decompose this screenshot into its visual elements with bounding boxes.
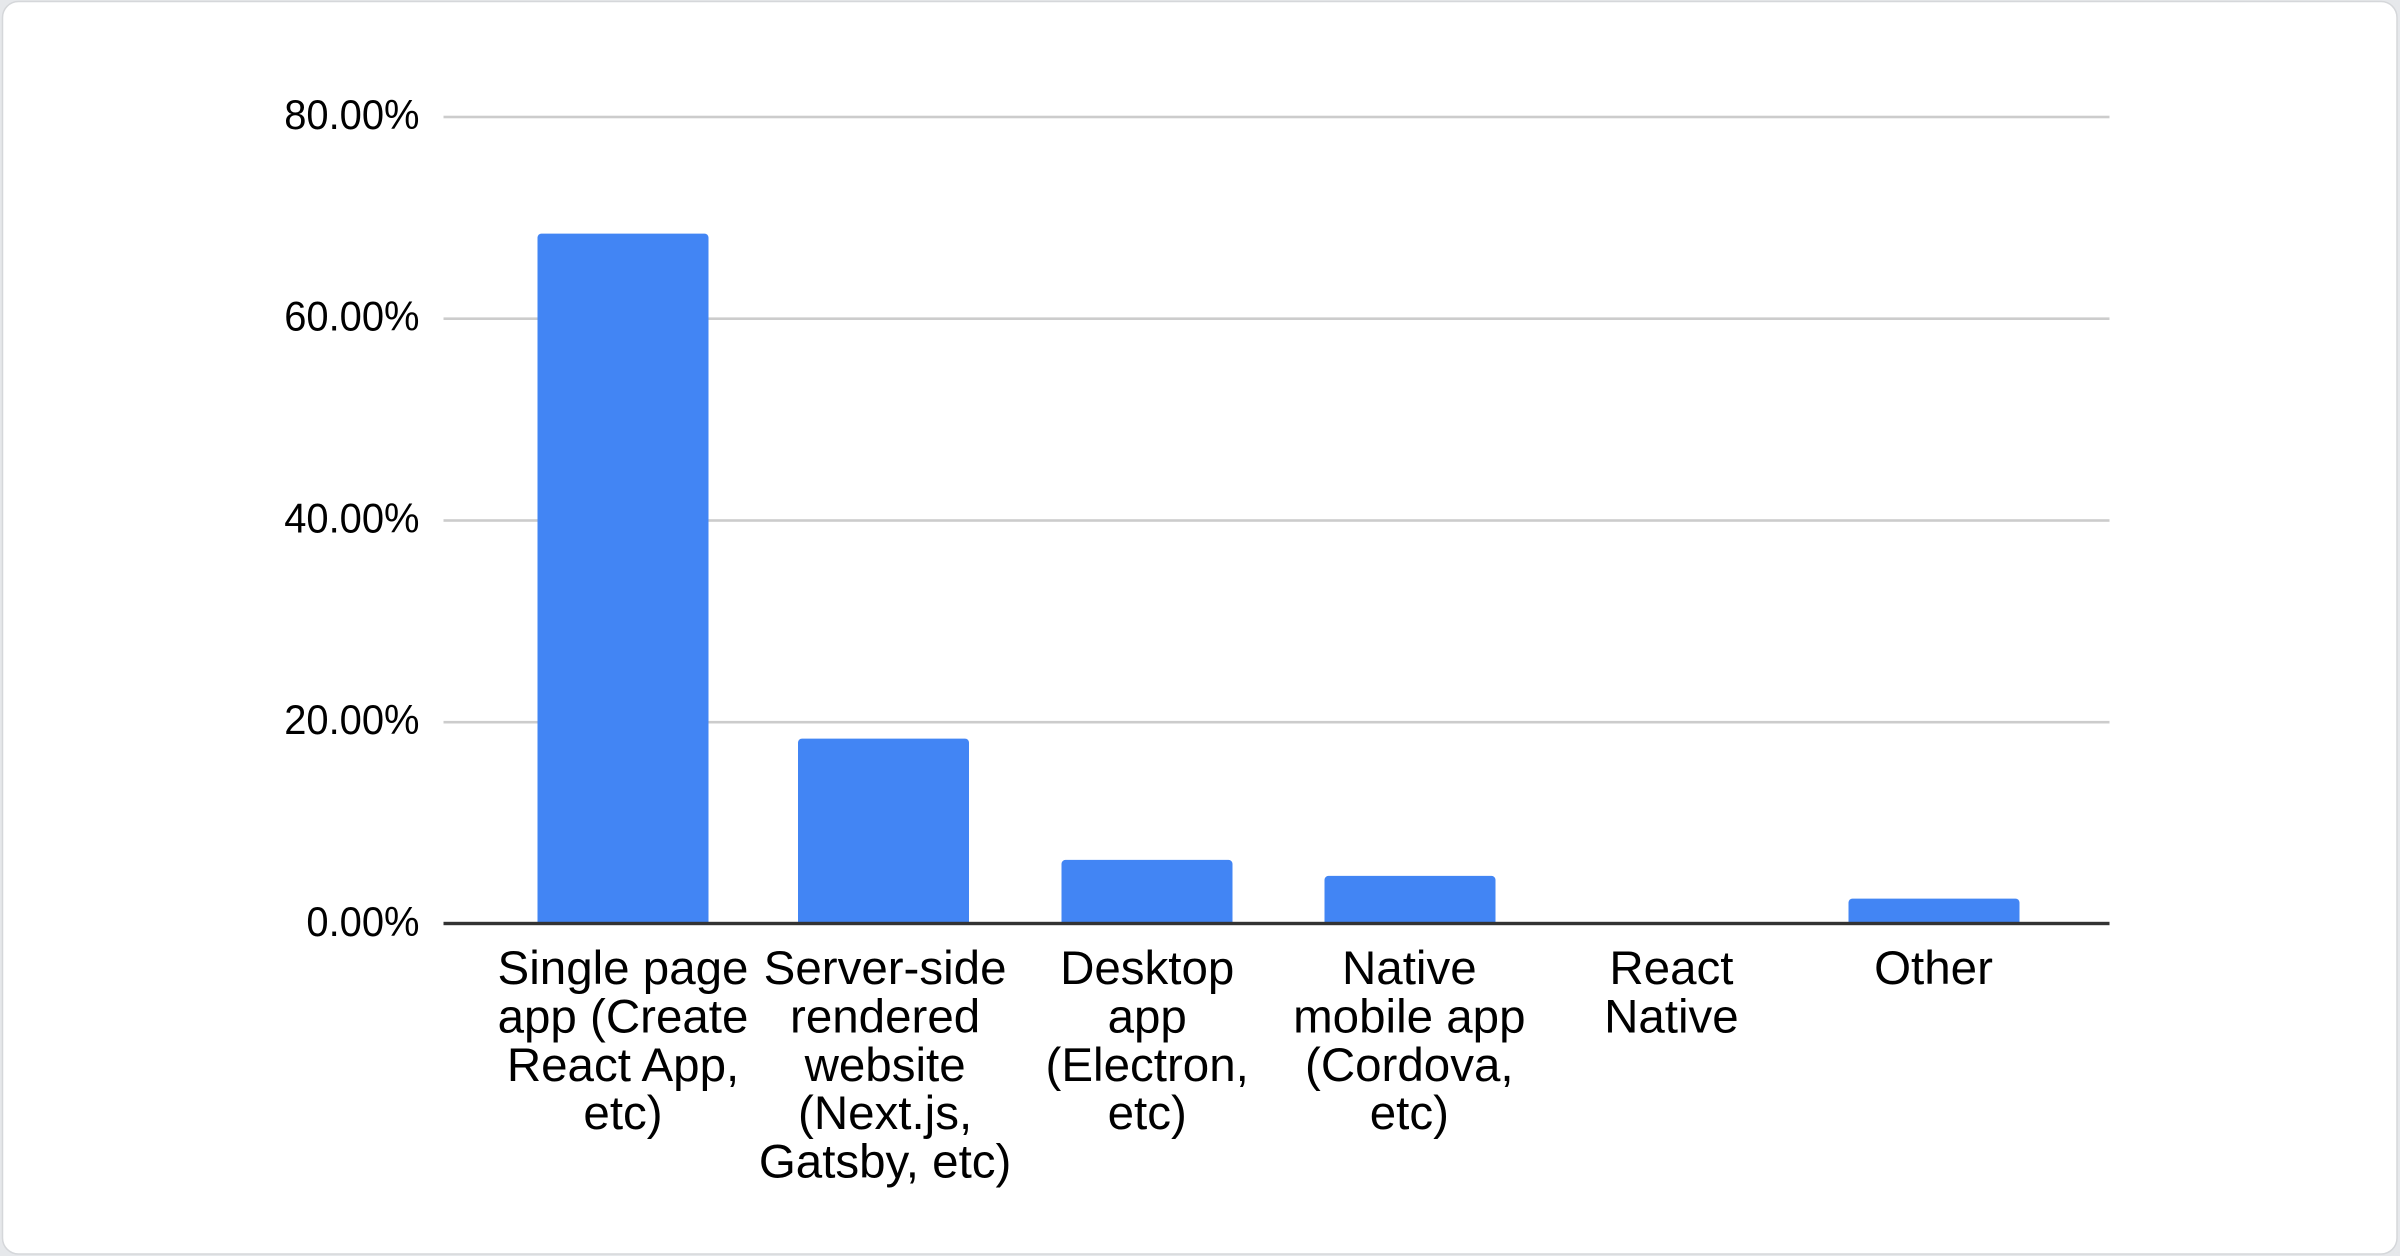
svg-text:rendered: rendered bbox=[790, 990, 980, 1043]
svg-text:60.00%: 60.00% bbox=[284, 293, 419, 340]
svg-text:Native: Native bbox=[1342, 942, 1477, 995]
svg-text:Desktop: Desktop bbox=[1060, 942, 1234, 995]
svg-text:(Electron,: (Electron, bbox=[1046, 1039, 1249, 1092]
svg-text:80.00%: 80.00% bbox=[284, 91, 419, 138]
svg-text:Single page: Single page bbox=[498, 942, 749, 995]
svg-text:etc): etc) bbox=[1108, 1087, 1187, 1140]
svg-text:React App,: React App, bbox=[507, 1039, 739, 1092]
svg-text:mobile app: mobile app bbox=[1293, 990, 1525, 1043]
svg-text:Other: Other bbox=[1874, 942, 1993, 995]
svg-text:0.00%: 0.00% bbox=[306, 898, 419, 945]
svg-text:20.00%: 20.00% bbox=[284, 696, 419, 743]
svg-text:Native: Native bbox=[1604, 990, 1739, 1043]
svg-text:(Cordova,: (Cordova, bbox=[1305, 1039, 1514, 1092]
svg-text:40.00%: 40.00% bbox=[284, 495, 419, 542]
svg-text:website: website bbox=[804, 1039, 966, 1092]
svg-text:app (Create: app (Create bbox=[498, 990, 749, 1043]
svg-text:etc): etc) bbox=[1370, 1087, 1449, 1140]
svg-text:React: React bbox=[1609, 942, 1733, 995]
svg-text:app: app bbox=[1108, 990, 1187, 1043]
svg-text:(Next.js,: (Next.js, bbox=[798, 1087, 972, 1140]
svg-text:Server-side: Server-side bbox=[764, 942, 1007, 995]
svg-text:etc): etc) bbox=[583, 1087, 662, 1140]
svg-text:Gatsby, etc): Gatsby, etc) bbox=[759, 1136, 1012, 1189]
